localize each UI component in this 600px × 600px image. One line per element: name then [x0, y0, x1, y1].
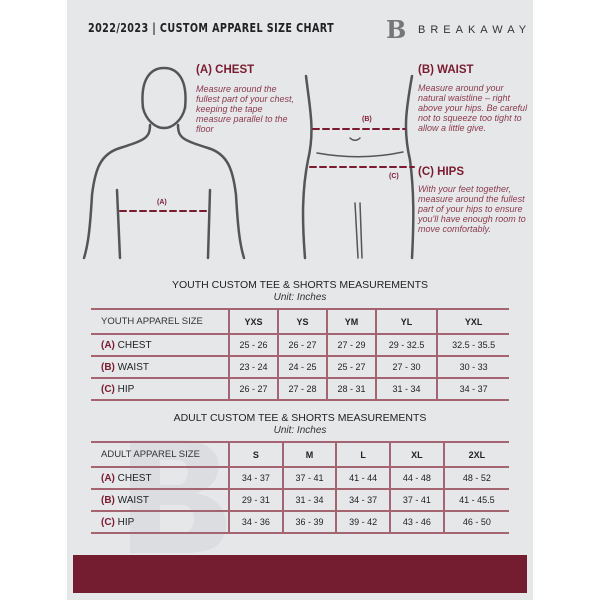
row-label-text: CHEST — [117, 339, 152, 351]
table-cell: 27 - 30 — [374, 356, 438, 379]
header-cell: M — [281, 441, 337, 468]
row-key: (C) — [101, 383, 115, 395]
header-cell: YOUTH APPAREL SIZE — [91, 308, 229, 335]
table-cell: 34 - 37 — [335, 489, 391, 512]
table-cell: 46 - 50 — [442, 511, 509, 534]
row-label-text: CHEST — [117, 472, 152, 484]
row-key: (B) — [101, 494, 115, 506]
page-title: 2022/2023 | CUSTOM APPAREL SIZE CHART — [88, 21, 335, 35]
table-cell: 26 - 27 — [228, 378, 278, 401]
table-cell: 41 - 45.5 — [442, 489, 509, 512]
row-label: (A) CHEST — [91, 467, 229, 490]
table-header-row: YOUTH APPAREL SIZE YXS YS YM YL YXL — [91, 308, 509, 335]
table-row: (A) CHEST 34 - 37 37 - 41 41 - 44 44 - 48 48 … — [91, 467, 509, 490]
table-cell: 25 - 26 — [228, 334, 278, 357]
table-cell: 34 - 37 — [228, 467, 283, 490]
row-label: (A) CHEST — [91, 334, 229, 357]
waist-marker: (B) — [362, 116, 372, 123]
adult-table-title: ADULT CUSTOM TEE & SHORTS MEASUREMENTS — [173, 412, 427, 424]
table-cell: 34 - 36 — [228, 511, 283, 534]
row-key: (A) — [101, 472, 115, 484]
header-cell: YXL — [436, 308, 509, 335]
table-cell: 48 - 52 — [442, 467, 509, 490]
row-label: (B) WAIST — [91, 489, 229, 512]
table-cell: 32.5 - 35.5 — [436, 334, 509, 357]
row-label-text: WAIST — [117, 361, 149, 373]
chest-marker: (A) — [157, 199, 167, 206]
adult-size-table: ADULT APPAREL SIZE S M L XL 2XL (A) CHEST 34 - … — [91, 441, 509, 534]
table-cell: 29 - 32.5 — [374, 334, 438, 357]
table-cell: 41 - 44 — [335, 467, 391, 490]
table-cell: 44 - 48 — [389, 467, 444, 490]
table-cell: 30 - 33 — [436, 356, 509, 379]
table-row: (B) WAIST 23 - 24 24 - 25 25 - 27 27 - 30 30 … — [91, 356, 509, 379]
row-label: (C) HIP — [91, 378, 229, 401]
row-key: (A) — [101, 339, 115, 351]
table-cell: 27 - 29 — [325, 334, 376, 357]
table-row: (A) CHEST 25 - 26 26 - 27 27 - 29 29 - 32.5 3… — [91, 334, 509, 357]
table-cell: 39 - 42 — [335, 511, 391, 534]
table-row: (C) HIP 26 - 27 27 - 28 28 - 31 31 - 34 34 - … — [91, 378, 509, 401]
header-cell: ADULT APPAREL SIZE — [91, 441, 229, 468]
header-cell: YXS — [228, 308, 278, 335]
header-cell: XL — [389, 441, 444, 468]
table-row: (C) HIP 34 - 36 36 - 39 39 - 42 43 - 46 46 - … — [91, 511, 509, 534]
table-cell: 31 - 34 — [374, 378, 438, 401]
youth-unit: Unit: Inches — [273, 292, 327, 303]
header-cell: YL — [374, 308, 438, 335]
measure-lines — [119, 128, 415, 212]
table-cell: 27 - 28 — [276, 378, 327, 401]
table-cell: 24 - 25 — [276, 356, 327, 379]
row-label: (B) WAIST — [91, 356, 229, 379]
row-key: (B) — [101, 361, 115, 373]
row-key: (C) — [101, 516, 115, 528]
table-cell: 37 - 41 — [281, 467, 337, 490]
header-cell: 2XL — [442, 441, 509, 468]
table-cell: 29 - 31 — [228, 489, 283, 512]
header-cell: S — [228, 441, 283, 468]
header-cell: YS — [276, 308, 327, 335]
table-cell: 34 - 37 — [436, 378, 509, 401]
table-cell: 28 - 31 — [325, 378, 376, 401]
lower-body-figure — [301, 74, 415, 260]
row-label-text: HIP — [117, 383, 135, 395]
hips-marker: (C) — [389, 173, 399, 180]
table-cell: 31 - 34 — [281, 489, 337, 512]
hips-title: (C) HIPS — [418, 166, 464, 178]
table-cell: 26 - 27 — [276, 334, 327, 357]
row-label-text: WAIST — [117, 494, 149, 506]
row-label: (C) HIP — [91, 511, 229, 534]
table-cell: 23 - 24 — [228, 356, 278, 379]
header-cell: L — [335, 441, 391, 468]
header-cell: YM — [325, 308, 376, 335]
table-cell: 43 - 46 — [389, 511, 444, 534]
chest-title: (A) CHEST — [196, 64, 255, 76]
adult-unit: Unit: Inches — [273, 425, 327, 436]
hips-description: With your feet together, measure around … — [418, 184, 526, 234]
waist-description: Measure around your natural waistline – … — [418, 83, 528, 133]
table-cell: 25 - 27 — [325, 356, 376, 379]
brand-logo: B — [386, 15, 407, 44]
row-label-text: HIP — [117, 516, 135, 528]
table-cell: 37 - 41 — [389, 489, 444, 512]
body-illustrations — [82, 66, 415, 260]
table-row: (B) WAIST 29 - 31 31 - 34 34 - 37 37 - 41 41 … — [91, 489, 509, 512]
table-cell: 36 - 39 — [281, 511, 337, 534]
chest-description: Measure around the fullest part of your … — [196, 84, 295, 134]
youth-table-title: YOUTH CUSTOM TEE & SHORTS MEASUREMENTS — [171, 279, 429, 291]
youth-size-table: YOUTH APPAREL SIZE YXS YS YM YL YXL (A) CHEST 2… — [91, 308, 509, 401]
upper-body-figure — [82, 66, 246, 260]
brand-name: BREAKAWAY — [418, 24, 532, 36]
table-header-row: ADULT APPAREL SIZE S M L XL 2XL — [91, 441, 509, 468]
footer-band — [73, 555, 527, 593]
waist-title: (B) WAIST — [418, 64, 474, 76]
